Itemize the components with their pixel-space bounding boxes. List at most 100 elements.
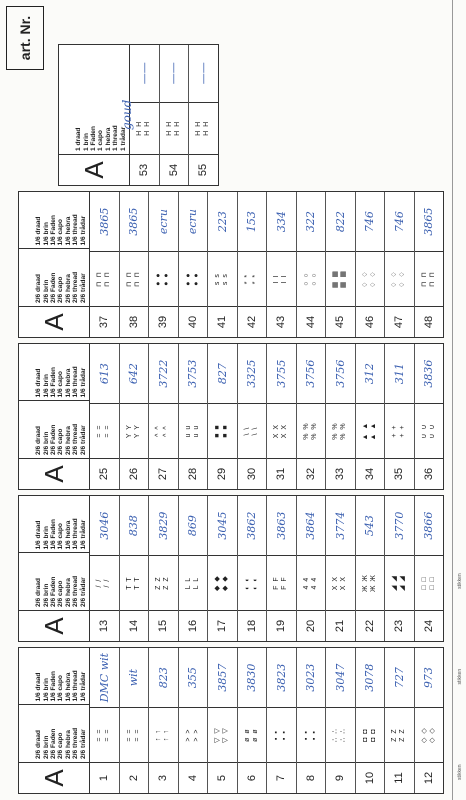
strand-label: 1 draad [75,127,83,151]
legend-row: 14 T T T T 838 [119,496,149,641]
row-number: 45 [326,306,355,337]
color-code: 3756 [333,359,347,388]
row-number: 20 [296,610,325,641]
legend-row: 32% % % % 3756 [296,344,326,489]
row-number: 28 [178,458,207,489]
stitch-symbol: ● ● ● ● [149,251,178,306]
color-code: 3823 [274,663,288,692]
row-number: 31 [267,458,296,489]
color-code: 3836 [422,359,436,388]
stitch-symbol: ∪ ∪ ∪ ∪ [414,403,443,458]
strand-label: 1/6 trådar [79,671,87,702]
strand-label: 1/6 Faden [49,519,57,550]
strand-label: 1/6 hebra [64,520,72,550]
stitch-symbol: % % % % [296,403,325,458]
stitch-symbol: ▦ ▦ ▦ ▦ [326,251,355,306]
stitch-symbol: ♢ ♢ ♢ ♢ [355,251,384,306]
row-number: 1 [90,762,119,793]
legend-row: 41 s s s s 223 [208,192,238,337]
header-a: A [19,762,89,793]
legend-row: 5 ▽ ▽ ▽ ▽ 3857 [208,648,238,793]
row-number: 7 [267,762,296,793]
stitch-symbol: T T T T [119,555,148,610]
legend-row: 54 H H H H —— [159,45,189,185]
strand-label: 2/6 thread [72,271,80,303]
legend-header: A 2/6 draad 2/6 brin 2/6 Faden 2/6 capo 2/6 h… [19,496,90,641]
legend-row: 47 ♢ ♢ ♢ ♢ 746 [385,192,415,337]
row-number: 26 [119,458,148,489]
stitch-symbol: □ □ □ □ [414,555,443,610]
stitch-symbol: Z Z Z Z [149,555,178,610]
stitch-symbol: ◢ ◢ ◢ ◢ [385,555,414,610]
stitch-symbol: ▲ ▲ ▲ ▲ [355,403,384,458]
color-code: wit [127,668,141,687]
strand-label: 1/6 capo [57,219,65,246]
legend-row: 3 ↑ ↑ ↑ ↑ 823 [149,648,179,793]
strand-label: 2/6 thread [72,727,80,759]
strand-label: 2/6 trådar [79,729,87,759]
strand-label: 1/6 trådar [79,519,87,550]
color-code: 613 [97,363,111,385]
legend-row: 40 ● ● ● ● ecru [178,192,208,337]
strand-label: 1/6 trådar [79,367,87,398]
row-number: 16 [178,610,207,641]
legend-row: 35 + + + + 311 [385,344,415,489]
row-number: 23 [385,610,414,641]
legend-row: 4 > > > > 355 [178,648,208,793]
legend-row: 36 ∪ ∪ ∪ ∪ 3836 [414,344,443,489]
row-number: 44 [296,306,325,337]
color-code: 3756 [304,359,318,388]
color-code: 322 [304,211,318,233]
color-code: 311 [392,363,406,385]
color-code: 3865 [422,207,436,236]
color-code: —— [167,62,181,85]
row-number: 42 [237,306,266,337]
header-cross-stitch: 2/6 draad 2/6 brin 2/6 Faden 2/6 capo 2/6 he… [19,552,89,610]
row-number: 37 [90,306,119,337]
stitch-symbol: Ж Ж Ж Ж [355,555,384,610]
row-number: 17 [208,610,237,641]
legend-row: 26 Y Y Y Y 642 [119,344,149,489]
art-nr-box: art. Nr. [6,6,44,70]
row-number: 54 [159,154,188,185]
color-code: DMC wit [97,652,111,703]
strand-label: 2/6 brin [42,583,50,607]
stitch-symbol: ⊓ ⊓ ⊓ ⊓ [119,251,148,306]
footer-label: stikken [456,764,463,780]
row-number: 6 [237,762,266,793]
row-number: 8 [296,762,325,793]
row-number: 15 [149,610,178,641]
legend-row: 10 ◘ ◘ ◘ ◘ 3078 [355,648,385,793]
row-number: 40 [178,306,207,337]
strand-label: 1/6 thread [72,518,80,550]
strand-label: 1/6 thread [72,214,80,246]
strand-list: 1/6 draad 1/6 brin 1/6 Faden 1/6 capo 1/6 he… [35,214,87,245]
strand-label: 2/6 hebra [64,426,72,455]
strand-list: 1/6 draad 1/6 brin 1/6 Faden 1/6 capo 1/6 he… [35,366,87,397]
stitch-symbol: L L L L [178,555,207,610]
row-number: 11 [385,762,414,793]
strand-label: 1/6 Faden [49,671,57,702]
color-code: 3865 [97,207,111,236]
legend-row: 55 H H H H —— [189,45,218,185]
row-number: 29 [208,458,237,489]
strand-label: 2/6 hebra [64,730,72,759]
stitch-symbol: ∴ ∴ ∴ ∴ [326,707,355,762]
color-code: 543 [363,515,377,537]
legend-row: 24 □ □ □ □ 3866 [414,496,443,641]
stitch-symbol: ■ ■ ■ ■ [208,403,237,458]
header-backstitch: 1/6 draad 1/6 brin 1/6 Faden 1/6 capo 1/6 he… [19,192,89,249]
stitch-symbol: ø ø ø ø [237,707,266,762]
strand-label: 2/6 brin [42,279,50,303]
footer-strip: stikken stikken stikken [452,0,466,800]
color-code: 3078 [363,663,377,692]
legend-row: 34 ▲ ▲ ▲ ▲ 312 [355,344,385,489]
footer-label: stikken [456,668,463,685]
row-number: 2 [119,762,148,793]
strand-label: 1/6 capo [57,523,65,550]
stitch-symbol: I I I I [267,251,296,306]
color-code: ecru [186,209,200,235]
legend-row: 38 ⊓ ⊓ ⊓ ⊓ 3865 [119,192,149,337]
strand-label: 1/6 thread [72,366,80,398]
